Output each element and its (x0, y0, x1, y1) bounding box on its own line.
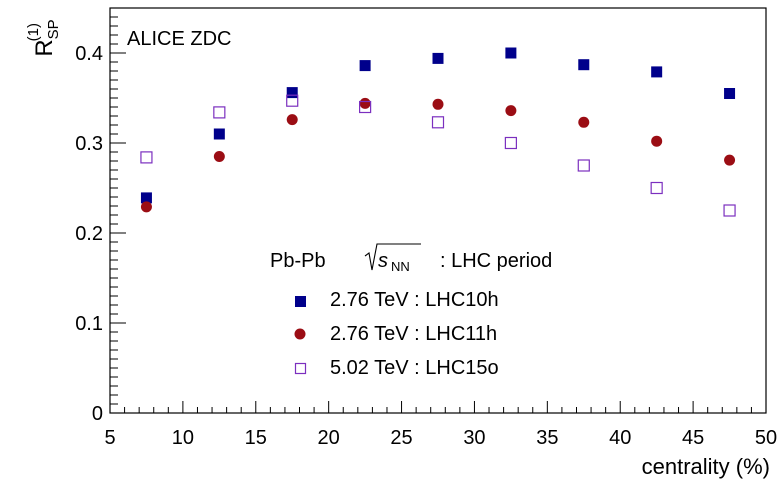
data-point-series-1-2 (286, 114, 298, 126)
y-tick-label: 0.3 (75, 133, 103, 155)
legend-marker-lhc11h (294, 328, 306, 340)
sqrt-symbol (364, 243, 421, 271)
data-point-series-1-8 (724, 154, 736, 166)
x-tick-label: 45 (682, 427, 704, 449)
data-point-series-2-8 (723, 204, 736, 217)
legend-header-right: : LHC period (440, 250, 552, 272)
axis-tick-labels: 5 10 15 20 25 30 35 40 45 50 0 0.1 0.2 0.3 0.4 (75, 43, 777, 449)
data-point-series-2-6 (577, 159, 590, 172)
data-point-series-2-7 (650, 181, 663, 195)
data-point-series-0-0 (140, 192, 152, 204)
x-tick-label: 15 (245, 427, 267, 449)
axis-ticks (109, 16, 767, 414)
y-tick-label: 0 (92, 403, 103, 425)
legend-label-lhc10h: 2.76 TeV : LHC10h (330, 289, 499, 311)
data-point-series-0-5 (505, 47, 517, 59)
x-tick-label: 10 (172, 427, 194, 449)
legend-header-left: Pb-Pb (270, 250, 326, 272)
data-point-series-1-3 (359, 97, 371, 109)
legend-header-sqrt-var: s (378, 250, 388, 272)
x-tick-label: 30 (463, 427, 485, 449)
plot-frame (109, 7, 767, 414)
data-point-series-0-1 (213, 128, 225, 140)
x-tick-label: 25 (390, 427, 412, 449)
data-point-series-0-7 (651, 66, 663, 78)
data-point-series-2-2 (286, 94, 299, 107)
data-point-series-1-0 (140, 201, 152, 213)
legend-marker-lhc15o (294, 362, 307, 375)
legend-header-sqrt-sub: NN (391, 259, 410, 274)
data-point-series-1-7 (651, 135, 663, 147)
y-tick-label: 0.4 (75, 43, 103, 65)
data-point-series-2-3 (359, 100, 372, 114)
data-point-series-2-1 (213, 106, 226, 119)
data-point-series-0-3 (359, 60, 371, 72)
data-point-series-0-4 (432, 52, 444, 64)
x-tick-label: 35 (536, 427, 558, 449)
data-point-series-0-2 (286, 87, 298, 99)
data-point-series-1-5 (505, 105, 517, 117)
y-tick-label: 0.1 (75, 313, 103, 335)
data-point-series-0-6 (578, 59, 590, 71)
legend-label-lhc11h: 2.76 TeV : LHC11h (330, 323, 497, 345)
legend-label-lhc15o: 5.02 TeV : LHC15o (330, 357, 499, 379)
x-axis-label: centrality (%) (642, 454, 770, 479)
data-point-series-2-4 (431, 116, 445, 129)
data-markers (140, 47, 736, 217)
data-point-series-2-0 (140, 151, 153, 164)
x-tick-label: 5 (104, 427, 115, 449)
chart-annotation: ALICE ZDC (127, 28, 231, 50)
x-tick-label: 20 (318, 427, 340, 449)
legend: Pb-Pb s NN : LHC period 2.76 TeV : LHC10… (270, 243, 552, 379)
data-point-series-1-1 (213, 151, 225, 162)
data-point-series-2-5 (504, 136, 517, 150)
y-tick-label: 0.2 (75, 223, 103, 245)
data-point-series-0-8 (724, 88, 736, 99)
legend-marker-lhc10h (295, 296, 306, 307)
data-point-series-1-4 (432, 98, 444, 110)
x-tick-label: 40 (609, 427, 631, 449)
y-axis-label: RSP(1) (25, 19, 62, 56)
x-tick-label: 50 (755, 427, 777, 449)
data-point-series-1-6 (578, 116, 590, 128)
